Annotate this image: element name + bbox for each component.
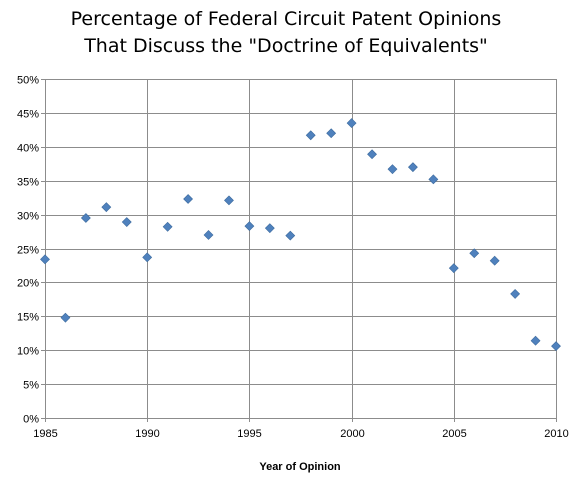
data-point: [143, 253, 152, 262]
data-point: [102, 203, 111, 212]
data-points: [41, 119, 561, 351]
data-point: [41, 255, 50, 264]
data-point: [408, 163, 417, 172]
data-point: [388, 165, 397, 174]
x-tick-label: 2000: [340, 428, 364, 440]
data-point: [286, 231, 295, 240]
y-tick-label: 30%: [17, 211, 39, 223]
data-point: [490, 256, 499, 265]
data-point: [184, 195, 193, 204]
x-tick-label: 1990: [135, 428, 159, 440]
y-tick-label: 20%: [17, 278, 39, 290]
y-tick-label: 40%: [17, 143, 39, 155]
x-axis-label: Year of Opinion: [259, 461, 341, 473]
y-tick-label: 15%: [17, 312, 39, 324]
data-point: [511, 289, 520, 298]
y-tick-label: 5%: [23, 380, 39, 392]
data-point: [449, 264, 458, 273]
data-point: [122, 218, 131, 227]
data-point: [163, 222, 172, 231]
data-point: [306, 131, 315, 140]
x-tick-label: 2005: [442, 428, 466, 440]
data-point: [470, 249, 479, 258]
x-tick-label: 1985: [33, 428, 57, 440]
data-point: [429, 175, 438, 184]
x-axis-ticks: 1985 1990 1995 2000 2005 2010: [33, 418, 568, 440]
data-point: [531, 336, 540, 345]
y-tick-label: 50%: [17, 75, 39, 87]
y-tick-label: 25%: [17, 245, 39, 257]
x-tick-label: 1995: [237, 428, 261, 440]
y-tick-label: 35%: [17, 177, 39, 189]
data-point: [552, 342, 561, 351]
data-point: [204, 230, 213, 239]
data-point: [347, 119, 356, 128]
y-axis-ticks: 0% 5% 10% 15% 20% 25% 30% 35% 40% 45% 50%: [17, 75, 45, 426]
data-point: [245, 222, 254, 231]
y-tick-label: 45%: [17, 109, 39, 121]
y-tick-label: 10%: [17, 346, 39, 358]
data-point: [61, 313, 70, 322]
data-point: [265, 224, 274, 233]
y-tick-label: 0%: [23, 414, 39, 426]
x-tick-label: 2010: [544, 428, 568, 440]
data-point: [81, 213, 90, 222]
data-point: [327, 129, 336, 138]
data-point: [224, 196, 233, 205]
gridlines: [45, 79, 557, 419]
data-point: [368, 150, 377, 159]
